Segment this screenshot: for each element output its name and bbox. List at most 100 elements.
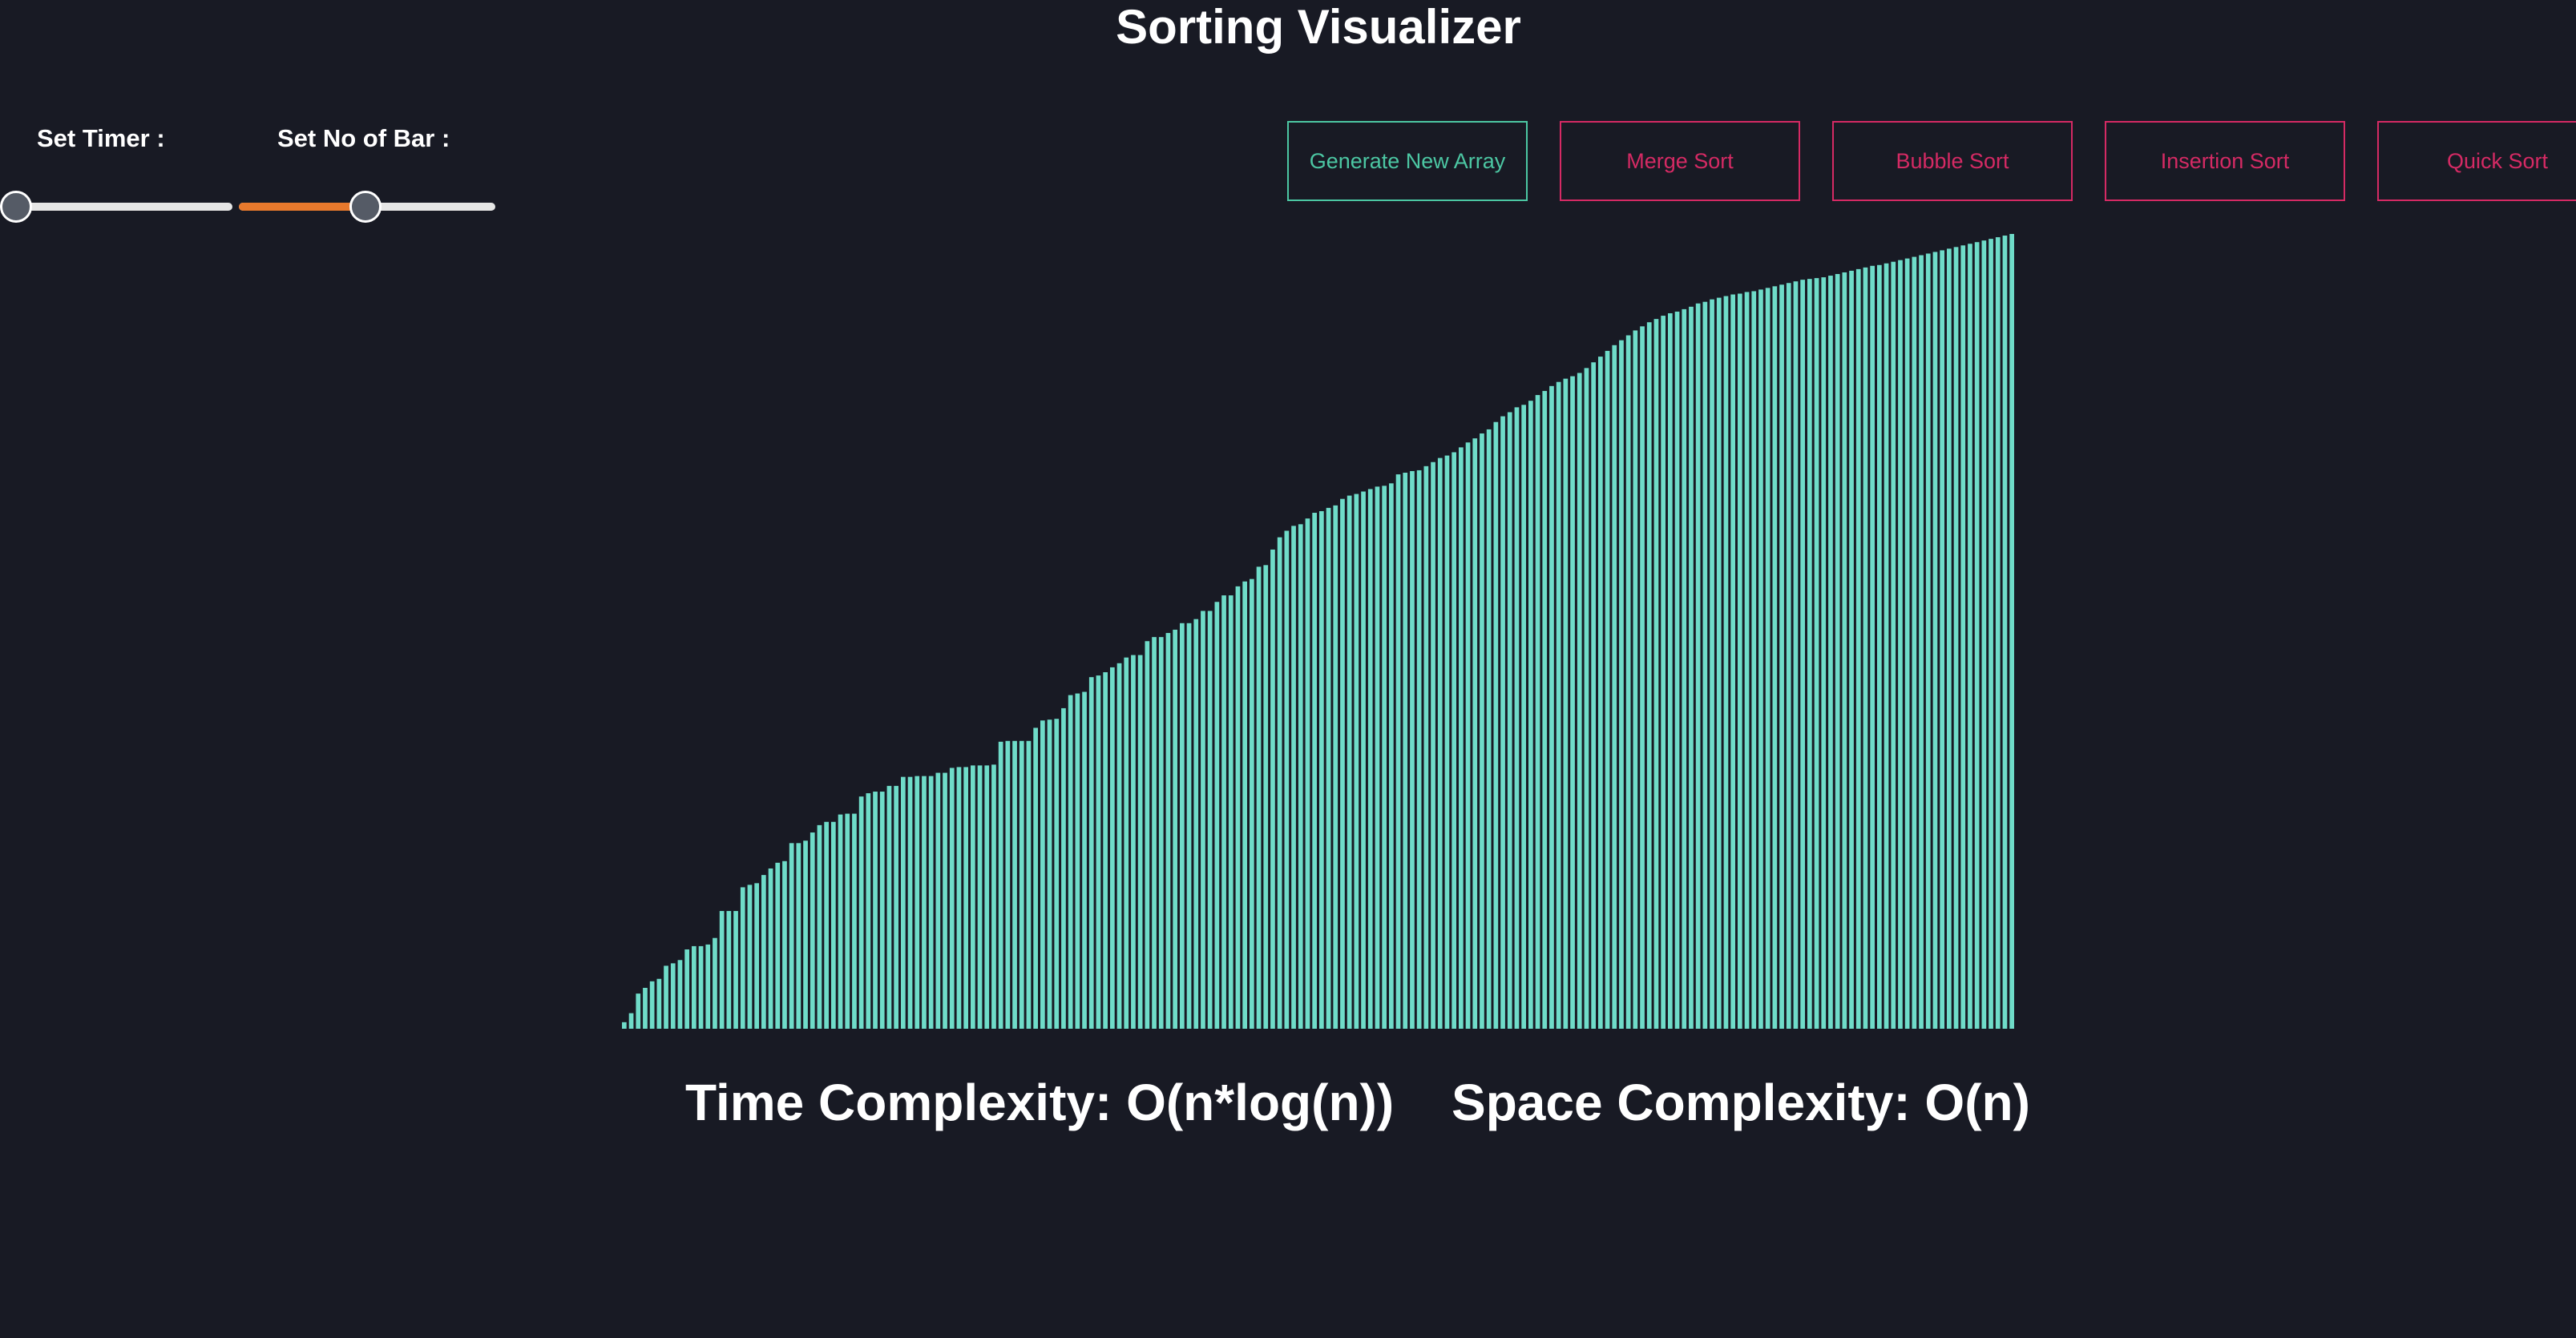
array-bar (858, 796, 864, 1029)
bar-count-slider[interactable] (239, 191, 495, 223)
array-bar (1842, 272, 1847, 1030)
array-bar (1361, 491, 1366, 1029)
array-bar (1695, 303, 1701, 1029)
array-bar (1793, 281, 1799, 1029)
timer-slider-thumb[interactable] (0, 191, 32, 223)
array-bar (740, 887, 745, 1029)
array-bar (636, 993, 641, 1029)
array-bar (1382, 486, 1387, 1029)
array-bar (1563, 378, 1569, 1029)
array-bar (1165, 633, 1171, 1029)
array-bar (1653, 319, 1659, 1029)
array-bar (1298, 524, 1303, 1029)
array-bar (2009, 234, 2014, 1029)
array-bar (1514, 407, 1520, 1029)
array-bar (803, 840, 808, 1029)
array-bar (1800, 280, 1805, 1029)
array-bar (1953, 247, 1959, 1030)
array-bar (1319, 510, 1324, 1029)
array-bar (1821, 277, 1827, 1030)
array-bar (1932, 252, 1938, 1029)
insertion-sort-button[interactable]: Insertion Sort (2105, 121, 2345, 201)
array-bar (1702, 301, 1708, 1030)
array-bar (873, 792, 878, 1029)
array-bar (1284, 530, 1290, 1029)
array-bar (1201, 611, 1205, 1029)
array-bar (1542, 390, 1548, 1029)
array-bar (789, 843, 794, 1029)
array-bar (1828, 276, 1833, 1029)
array-bar (761, 875, 766, 1029)
array-bar (1026, 740, 1032, 1029)
array-bar (1291, 526, 1296, 1029)
array-bar (1633, 330, 1638, 1029)
array-bar (1214, 602, 1220, 1029)
array-bar (1242, 581, 1247, 1029)
array-bar (775, 862, 781, 1029)
generate-new-array-button[interactable]: Generate New Array (1287, 121, 1528, 201)
array-bar (1493, 421, 1499, 1029)
array-bar (1947, 248, 1952, 1029)
array-bar (1968, 244, 1972, 1029)
array-bar (698, 945, 704, 1029)
array-bar (1137, 655, 1143, 1029)
array-bar (963, 767, 968, 1029)
array-bar (1395, 474, 1401, 1029)
array-bar (901, 776, 906, 1029)
array-bar (1410, 470, 1415, 1029)
array-bar (1367, 489, 1373, 1029)
bar-count-slider-fill (239, 203, 365, 211)
array-bar (1912, 256, 1917, 1030)
array-bar (1500, 416, 1505, 1029)
array-bar (1326, 507, 1331, 1029)
array-bar (810, 832, 815, 1029)
timer-label: Set Timer : (37, 124, 165, 152)
array-bar (677, 960, 683, 1029)
array-bar (971, 765, 975, 1029)
array-bar (754, 883, 759, 1029)
bar-count-slider-thumb[interactable] (349, 191, 382, 223)
array-bar (796, 843, 801, 1029)
array-bar (1772, 286, 1778, 1029)
array-bar (935, 772, 941, 1029)
array-bar (1940, 250, 1944, 1029)
array-bar (1416, 470, 1422, 1029)
array-bar (866, 793, 871, 1029)
array-bar (1674, 311, 1680, 1029)
array-bar (656, 978, 662, 1029)
quick-sort-button[interactable]: Quick Sort (2377, 121, 2576, 201)
array-bar (1228, 595, 1233, 1029)
timer-slider[interactable] (0, 191, 232, 223)
array-bar (643, 987, 648, 1029)
array-bar (1305, 518, 1310, 1029)
array-bar (692, 945, 696, 1029)
array-bar (1612, 345, 1617, 1029)
array-bar (1431, 461, 1435, 1029)
array-bar (1131, 655, 1136, 1029)
array-bar (1884, 263, 1889, 1029)
array-bar (1444, 455, 1450, 1029)
array-bar (1584, 368, 1589, 1029)
array-bar (1116, 663, 1122, 1029)
array-bar (1019, 740, 1024, 1029)
array-bar (1535, 395, 1540, 1029)
array-bar (907, 776, 913, 1029)
array-bar (915, 776, 920, 1029)
array-bar (845, 813, 850, 1029)
array-bar (1096, 675, 1101, 1029)
bubble-sort-button[interactable]: Bubble Sort (1832, 121, 2073, 201)
array-bar (1452, 452, 1456, 1029)
array-bar (747, 885, 753, 1029)
bar-count-label: Set No of Bar : (277, 124, 450, 152)
array-bar (1863, 267, 1868, 1030)
array-bar (782, 860, 787, 1029)
array-bar (879, 792, 885, 1029)
array-bar (1472, 438, 1478, 1029)
array-bar (1855, 268, 1861, 1029)
array-bar (1738, 293, 1742, 1029)
array-bar (1263, 565, 1269, 1029)
merge-sort-button[interactable]: Merge Sort (1560, 121, 1800, 201)
array-bar (1598, 357, 1603, 1030)
array-bar (1981, 240, 1987, 1029)
array-bar (1389, 483, 1394, 1029)
